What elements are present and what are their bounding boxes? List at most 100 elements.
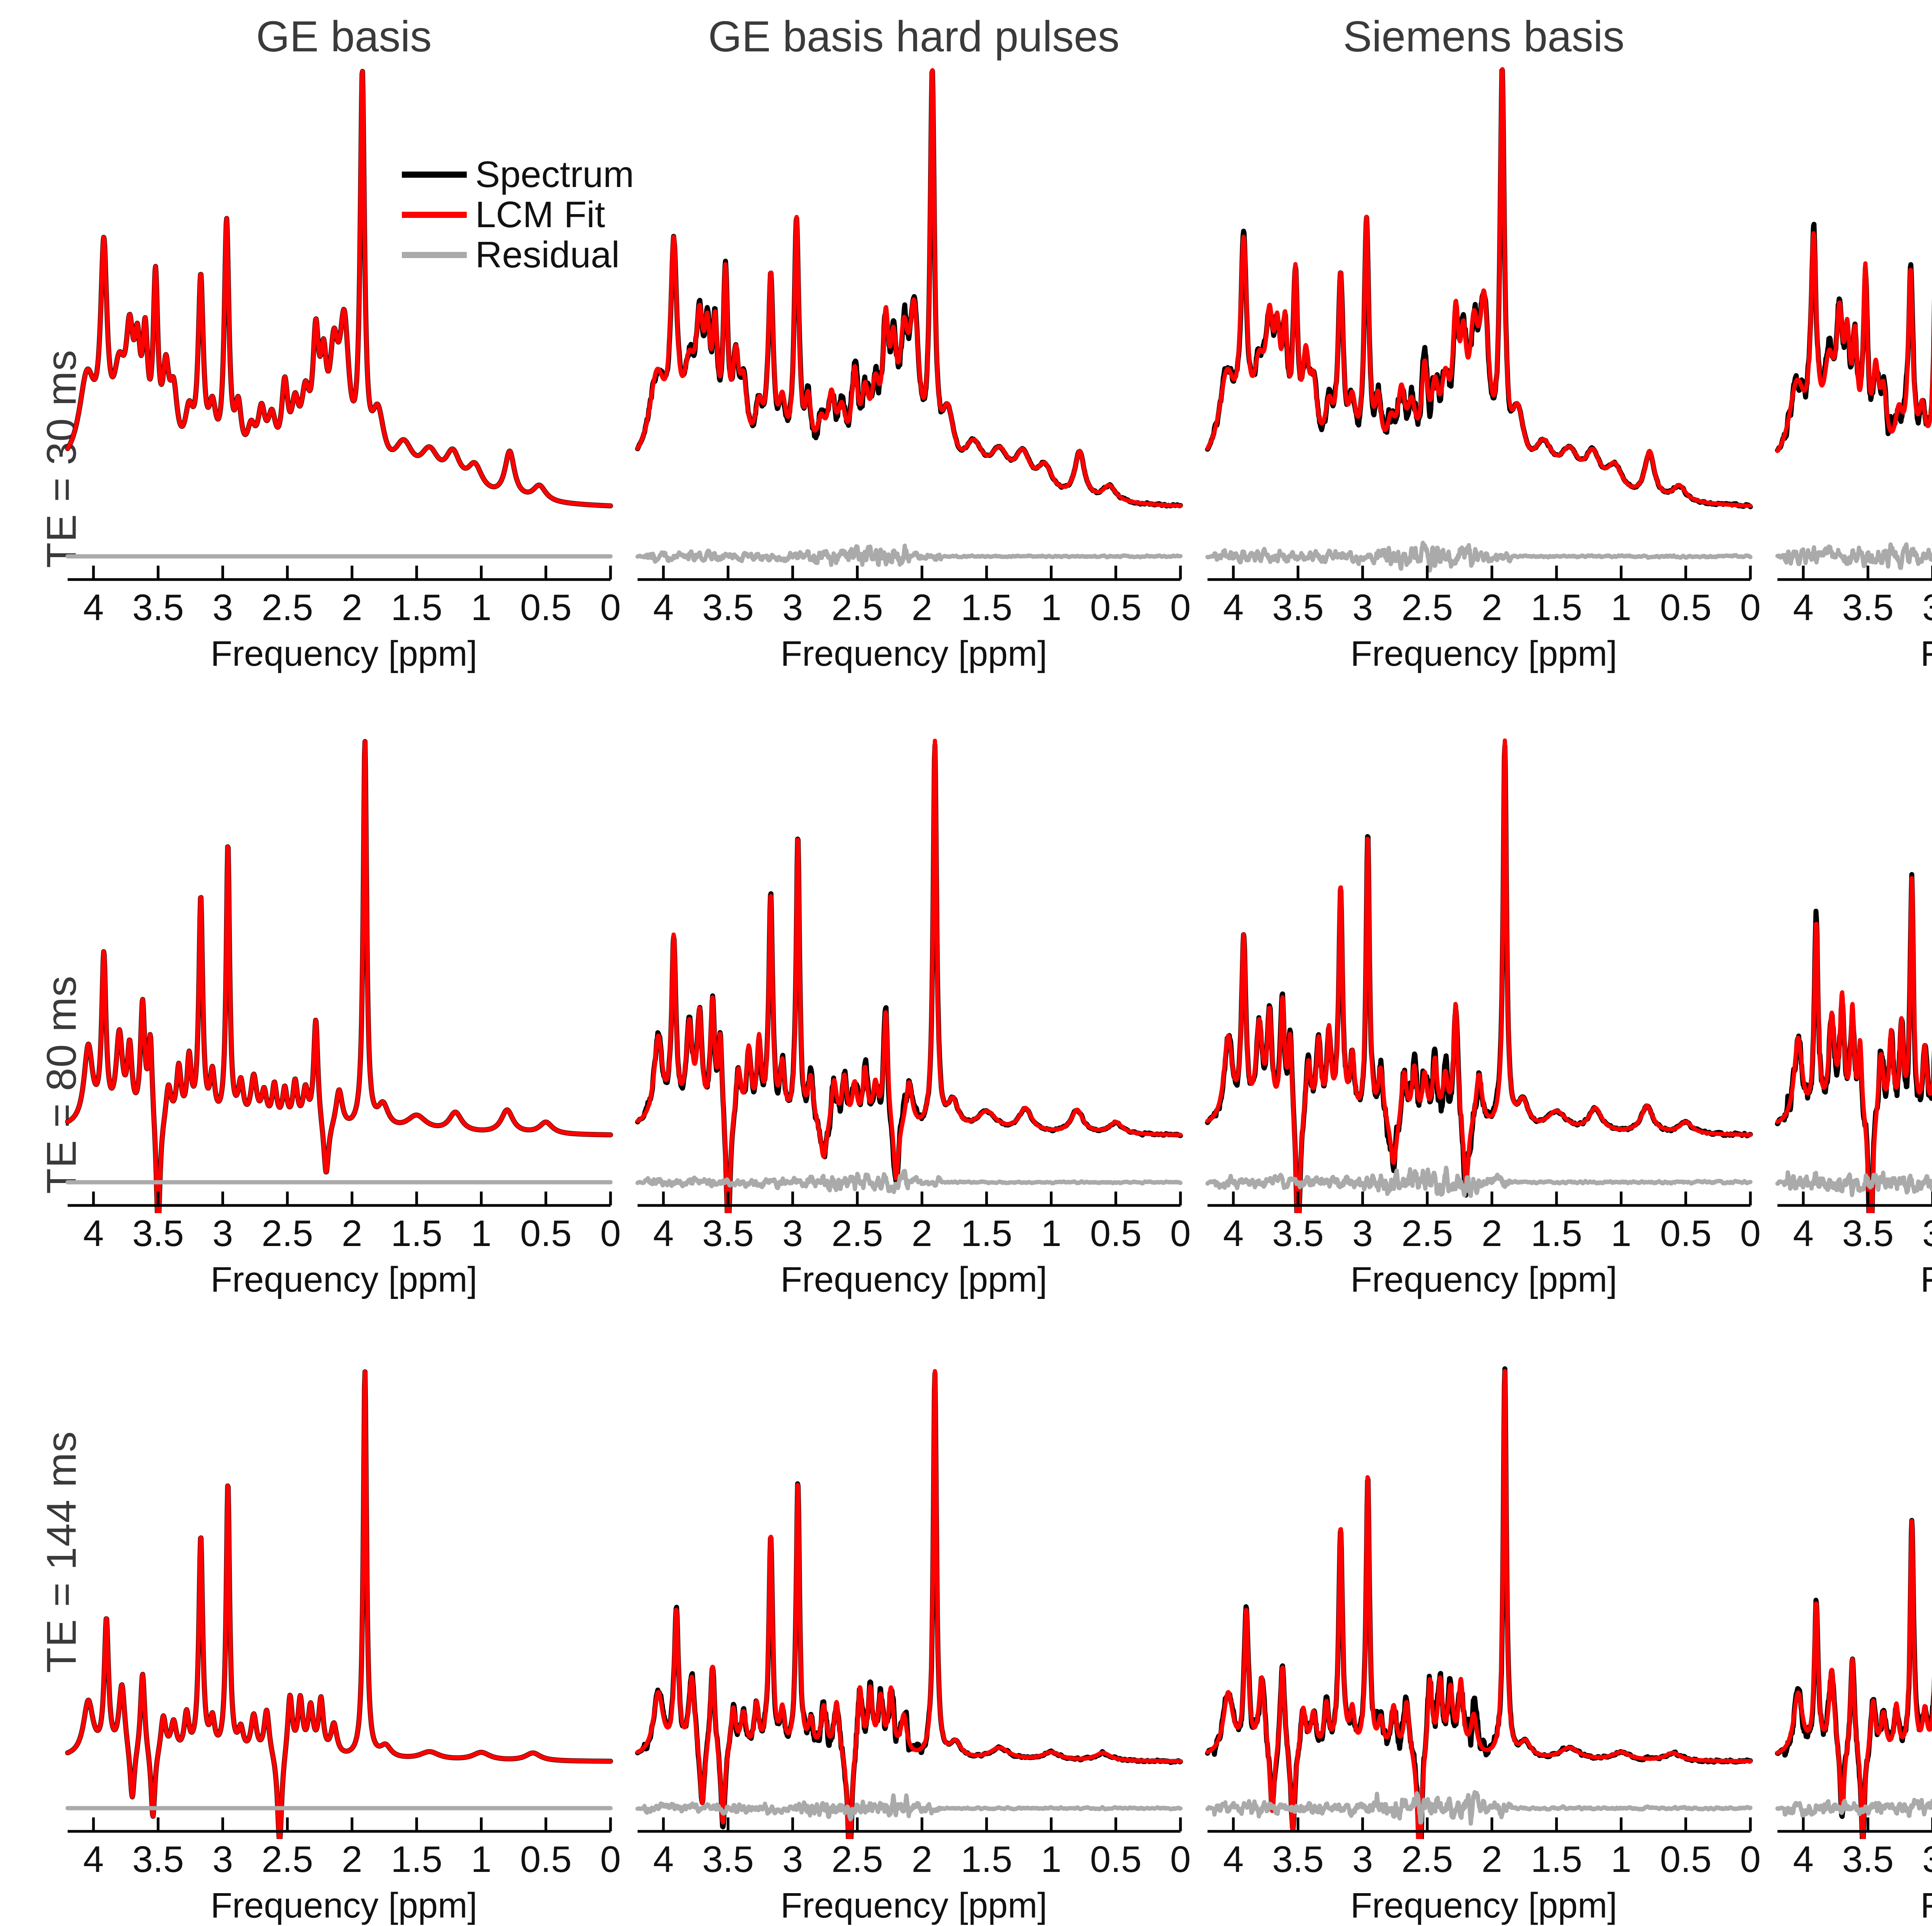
x-tick-label: 0.5	[1090, 587, 1142, 628]
x-tick-label: 3	[782, 587, 803, 628]
lcm-fit-line	[1775, 231, 1932, 453]
x-tick-label: 1.5	[961, 587, 1012, 628]
lcm-fit-line	[1775, 876, 1932, 1213]
x-tick-label: 2	[1481, 1839, 1502, 1880]
x-tick-label: 0	[1740, 1839, 1761, 1880]
lcm-fit-line	[635, 738, 1183, 1213]
x-tick-label: 3.5	[702, 587, 754, 628]
legend-label-spectrum: Spectrum	[475, 154, 634, 195]
x-tick-label: 1.5	[391, 1213, 442, 1254]
residual-line	[635, 1169, 1183, 1194]
x-tick-label: 3.5	[132, 1839, 184, 1880]
x-tick-label: 2.5	[831, 1213, 883, 1254]
x-tick-label: 0	[600, 1213, 621, 1254]
panel-2-3: 4 3.5 3 2.5 2 1.5 1 0.5 0 Frequency [ppm]	[1198, 657, 1770, 1299]
x-tick-label: 4	[1793, 1839, 1814, 1880]
x-tick-label: 0.5	[1660, 1839, 1712, 1880]
x-tick-label: 1.5	[961, 1213, 1012, 1254]
x-tick-label: 0	[600, 1839, 621, 1880]
x-axis-label: Frequency [ppm]	[780, 1260, 1048, 1299]
x-tick-label: 3.5	[702, 1213, 754, 1254]
panel-title: Siemens basis	[1343, 12, 1625, 61]
x-tick-label: 3	[212, 1839, 233, 1880]
x-tick-label: 1.5	[391, 1839, 442, 1880]
x-tick-label: 1.5	[1531, 1213, 1582, 1254]
x-tick-label: 3	[782, 1839, 803, 1880]
x-tick-label: 3	[1922, 1838, 1932, 1881]
spectrum-plot	[1775, 1518, 1932, 1839]
x-tick-label: 1.5	[1531, 1839, 1582, 1880]
spectrum-plot	[1205, 67, 1753, 581]
x-tick-label: 3	[212, 1213, 233, 1254]
x-tick-label: 3.5	[1272, 587, 1324, 628]
legend-label-lcm-fit: LCM Fit	[475, 194, 605, 235]
x-tick-label: 1.5	[1531, 587, 1582, 628]
lcm-fit-line	[65, 69, 613, 508]
x-axis-label: Frequency [ppm]	[1350, 634, 1617, 673]
panel-title: GE basis	[256, 12, 432, 61]
spectrum-plot	[1205, 1366, 1753, 1839]
x-tick-label: 2.5	[261, 587, 313, 628]
spectrum-plot	[635, 68, 1183, 581]
spectrum-plot	[65, 69, 613, 581]
x-tick-label: 1	[1041, 1839, 1062, 1880]
lcm-fit-line	[65, 1370, 613, 1839]
x-tick-label: 0	[1170, 1213, 1191, 1254]
spectrum-plot	[65, 1369, 613, 1839]
lcm-fit-line	[1205, 1369, 1753, 1839]
x-tick-label: 3	[1352, 587, 1373, 628]
x-tick-label: 1	[1041, 1213, 1062, 1254]
x-tick-label: 1	[471, 587, 492, 628]
x-tick-label: 0.5	[1090, 1839, 1142, 1880]
x-tick-label: 2.5	[831, 587, 883, 628]
x-axis-label: Frequency [ppm]	[210, 1260, 478, 1299]
panel-2-2: 4 3.5 3 2.5 2 1.5 1 0.5 0 Frequency [ppm]	[628, 657, 1200, 1299]
spectrum-line	[65, 69, 613, 508]
panel-1-3: Siemens basis 4 3.5 3 2.5 2 1.5 1 0.5 0 Frequency …	[1198, 12, 1770, 673]
x-axis-label: Frequency [ppm]	[780, 1886, 1048, 1925]
legend: Spectrum LCM Fit Residual	[402, 155, 634, 275]
x-tick-label: 0.5	[1660, 1213, 1712, 1254]
legend-swatch-lcm-fit	[402, 212, 467, 218]
x-tick-label: 3.5	[132, 1213, 184, 1254]
x-tick-label: 0	[1170, 587, 1191, 628]
panel-1-2: GE basis hard pulses 4 3.5 3 2.5 2 1.5 1 0.5 0 Fre…	[628, 12, 1200, 673]
x-tick-label: 0.5	[520, 1839, 572, 1880]
x-tick-label: 0	[600, 587, 621, 628]
x-tick-label: 4	[1793, 1213, 1814, 1254]
spectrum-plot	[635, 1369, 1183, 1839]
x-tick-label: 1	[1041, 587, 1062, 628]
spectrum-line	[635, 743, 1183, 1213]
x-tick-label: 2.5	[261, 1213, 313, 1254]
residual-line	[1205, 541, 1753, 573]
x-tick-label: 2	[1481, 587, 1502, 628]
x-tick-label: 3.5	[702, 1839, 754, 1880]
x-tick-label: 3	[1352, 1213, 1373, 1254]
x-tick-label: 0	[1740, 1213, 1761, 1254]
lcm-fit-line	[1205, 738, 1753, 1213]
residual-line	[1775, 1170, 1932, 1197]
x-axis-label: Frequency [ppm]	[1920, 1260, 1932, 1299]
panel-1-1: GE basis 4 3.5 3 2.5 2 1.5 1 0.5 0 Frequency [ppm]	[58, 12, 630, 673]
x-tick-label: 0	[1740, 587, 1761, 628]
x-tick-label: 0.5	[520, 587, 572, 628]
legend-label-residual: Residual	[475, 234, 620, 275]
residual-line	[635, 543, 1183, 567]
residual-line	[635, 1793, 1183, 1822]
spectrum-line	[635, 68, 1183, 509]
panel-3-1: 4 3.5 3 2.5 2 1.5 1 0.5 0 Frequency [ppm]	[58, 1283, 630, 1925]
x-tick-label: 0.5	[1090, 1213, 1142, 1254]
residual-line	[1775, 542, 1932, 570]
x-tick-label: 1.5	[961, 1839, 1012, 1880]
x-tick-label: 2	[342, 587, 362, 628]
residual-line	[1205, 1165, 1753, 1198]
legend-swatch-spectrum	[402, 172, 467, 178]
x-axis-label: Frequency [ppm]	[1350, 1886, 1617, 1925]
lcm-fit-line	[1205, 67, 1753, 508]
x-tick-label: 2	[342, 1839, 362, 1880]
x-tick-label: 2.5	[1401, 1213, 1453, 1254]
x-tick-label: 3.5	[1842, 1839, 1894, 1880]
x-tick-label: 3	[212, 587, 233, 628]
x-tick-label: 4	[83, 587, 104, 628]
lcm-fit-line	[65, 739, 613, 1213]
